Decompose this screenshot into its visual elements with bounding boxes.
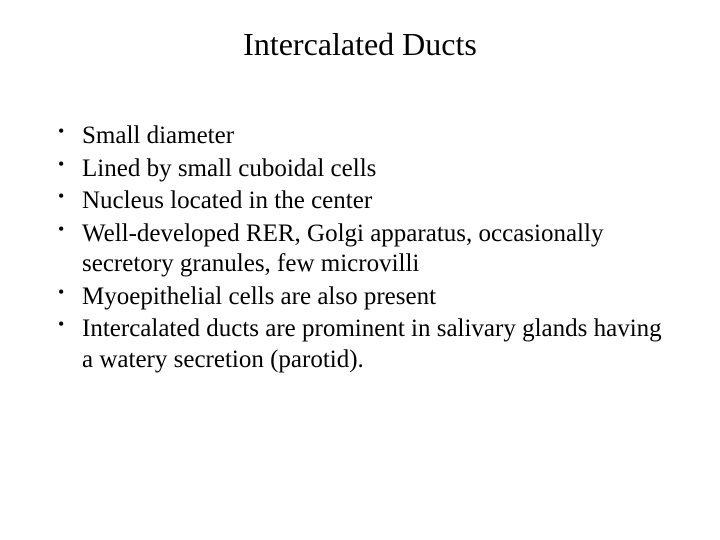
bullet-list: Small diameter Lined by small cuboidal c… bbox=[48, 121, 672, 375]
slide-title: Intercalated Ducts bbox=[0, 0, 720, 63]
list-item: Myoepithelial cells are also present bbox=[48, 282, 672, 313]
list-item: Well-developed RER, Golgi apparatus, occ… bbox=[48, 219, 672, 280]
slide-container: Intercalated Ducts Small diameter Lined … bbox=[0, 0, 720, 540]
slide-content: Small diameter Lined by small cuboidal c… bbox=[0, 63, 720, 375]
list-item: Intercalated ducts are prominent in sali… bbox=[48, 314, 672, 375]
list-item: Nucleus located in the center bbox=[48, 186, 672, 217]
list-item: Small diameter bbox=[48, 121, 672, 152]
list-item: Lined by small cuboidal cells bbox=[48, 154, 672, 185]
